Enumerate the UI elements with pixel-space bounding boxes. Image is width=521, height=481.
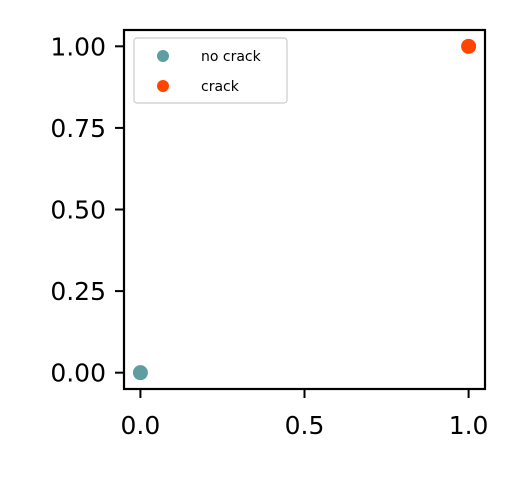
x-tick-label: 1.0 <box>449 411 489 440</box>
legend: no crack crack <box>133 37 288 104</box>
legend-box <box>133 37 288 104</box>
x-axis: 0.0 0.5 1.0 <box>121 389 489 440</box>
y-tick-label: 0.75 <box>50 114 106 143</box>
data-point-crack <box>461 38 477 54</box>
y-tick-label: 0.50 <box>50 196 106 225</box>
legend-marker-crack <box>157 80 169 92</box>
x-tick-label: 0.0 <box>121 411 161 440</box>
x-tick-label: 0.5 <box>285 411 325 440</box>
data-point-no-crack <box>132 365 148 381</box>
y-tick-label: 0.00 <box>50 359 106 388</box>
legend-marker-no-crack <box>157 50 169 62</box>
legend-label-crack: crack <box>201 79 240 95</box>
y-axis: 0.00 0.25 0.50 0.75 1.00 <box>50 32 124 388</box>
y-tick-label: 0.25 <box>50 277 106 306</box>
legend-label-no-crack: no crack <box>201 49 262 65</box>
y-tick-label: 1.00 <box>50 32 106 61</box>
data-points <box>132 38 477 381</box>
